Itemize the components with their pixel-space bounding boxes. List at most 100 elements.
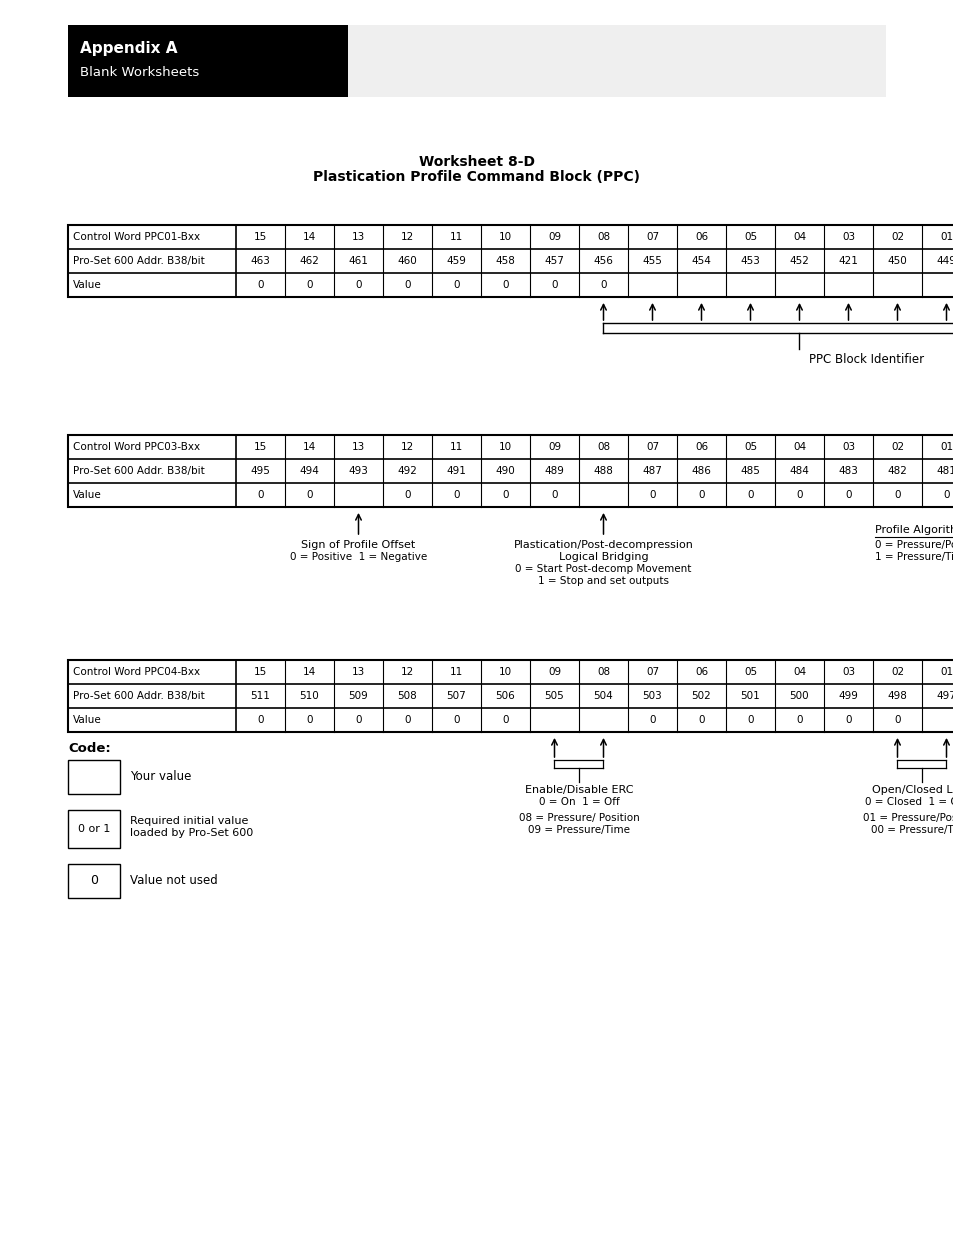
Text: 0: 0 (306, 280, 313, 290)
Text: 0: 0 (746, 490, 753, 500)
Text: 02: 02 (890, 442, 903, 452)
Text: 486: 486 (691, 466, 711, 475)
Text: 10: 10 (498, 667, 512, 677)
Text: 0: 0 (404, 715, 411, 725)
Text: 0: 0 (893, 715, 900, 725)
Text: 0: 0 (746, 715, 753, 725)
Text: 0: 0 (649, 715, 655, 725)
Text: 09: 09 (547, 232, 560, 242)
Text: Pro-Set 600 Addr. B38/bit: Pro-Set 600 Addr. B38/bit (73, 466, 205, 475)
Text: 1 = Pressure/Time: 1 = Pressure/Time (875, 552, 953, 562)
Text: 02: 02 (890, 232, 903, 242)
Text: 08: 08 (597, 442, 609, 452)
Text: 05: 05 (743, 232, 757, 242)
Text: 509: 509 (348, 692, 368, 701)
Text: 03: 03 (841, 442, 854, 452)
Text: 505: 505 (544, 692, 564, 701)
FancyBboxPatch shape (68, 25, 885, 98)
Text: Your value: Your value (130, 771, 192, 783)
Text: Control Word PPC03-Bxx: Control Word PPC03-Bxx (73, 442, 200, 452)
Text: 0 or 1: 0 or 1 (78, 824, 111, 834)
Text: 08: 08 (597, 667, 609, 677)
Text: Value: Value (73, 490, 102, 500)
Text: 08: 08 (597, 232, 609, 242)
FancyBboxPatch shape (68, 659, 953, 732)
Text: Control Word PPC04-Bxx: Control Word PPC04-Bxx (73, 667, 200, 677)
Text: 502: 502 (691, 692, 711, 701)
Text: 05: 05 (743, 442, 757, 452)
Text: 00 = Pressure/Time: 00 = Pressure/Time (870, 825, 953, 835)
Text: 483: 483 (838, 466, 858, 475)
Text: 463: 463 (251, 256, 270, 266)
Text: 01: 01 (939, 232, 952, 242)
Text: 0: 0 (453, 715, 459, 725)
Text: Worksheet 8-D: Worksheet 8-D (418, 156, 535, 169)
Text: 09: 09 (547, 667, 560, 677)
Text: 511: 511 (251, 692, 270, 701)
Text: Pro-Set 600 Addr. B38/bit: Pro-Set 600 Addr. B38/bit (73, 256, 205, 266)
Text: 14: 14 (302, 442, 315, 452)
Text: 04: 04 (792, 442, 805, 452)
Text: 488: 488 (593, 466, 613, 475)
Text: 06: 06 (694, 667, 707, 677)
Text: 0: 0 (599, 280, 606, 290)
Text: 08 = Pressure/ Position: 08 = Pressure/ Position (518, 813, 639, 823)
Text: 506: 506 (496, 692, 515, 701)
Text: 489: 489 (544, 466, 564, 475)
Text: 12: 12 (400, 667, 414, 677)
Text: 0: 0 (306, 490, 313, 500)
Text: 457: 457 (544, 256, 564, 266)
Text: 0: 0 (893, 490, 900, 500)
Text: 0: 0 (844, 490, 851, 500)
Text: 01: 01 (939, 442, 952, 452)
Text: 0: 0 (90, 874, 98, 888)
Text: 0 = Pressure/Position: 0 = Pressure/Position (875, 540, 953, 550)
Text: 499: 499 (838, 692, 858, 701)
Text: 491: 491 (446, 466, 466, 475)
Text: 0: 0 (453, 280, 459, 290)
Text: 0: 0 (698, 715, 704, 725)
Text: 503: 503 (642, 692, 661, 701)
Text: 0: 0 (355, 280, 361, 290)
Text: 453: 453 (740, 256, 760, 266)
Text: 0: 0 (257, 280, 263, 290)
Text: 454: 454 (691, 256, 711, 266)
FancyBboxPatch shape (68, 810, 120, 848)
Text: 0: 0 (943, 490, 949, 500)
Text: Logical Bridging: Logical Bridging (558, 552, 648, 562)
Text: Value: Value (73, 715, 102, 725)
Text: Open/Closed Loop: Open/Closed Loop (871, 785, 953, 795)
Text: 05: 05 (743, 667, 757, 677)
Text: 0: 0 (404, 280, 411, 290)
Text: 14: 14 (302, 667, 315, 677)
Text: Code:: Code: (68, 742, 111, 755)
Text: 09 = Pressure/Time: 09 = Pressure/Time (527, 825, 629, 835)
Text: 06: 06 (694, 442, 707, 452)
Text: 507: 507 (446, 692, 466, 701)
Text: 12: 12 (400, 442, 414, 452)
Text: 15: 15 (253, 442, 267, 452)
Text: Plastication/Post-decompression: Plastication/Post-decompression (513, 540, 693, 550)
Text: Value: Value (73, 280, 102, 290)
Text: 0 = Positive  1 = Negative: 0 = Positive 1 = Negative (290, 552, 427, 562)
Text: 02: 02 (890, 667, 903, 677)
Text: 0: 0 (796, 490, 801, 500)
Text: 497: 497 (936, 692, 953, 701)
Text: 0: 0 (501, 490, 508, 500)
Text: 12: 12 (400, 232, 414, 242)
Text: 0: 0 (355, 715, 361, 725)
Text: 07: 07 (645, 442, 659, 452)
Text: 0: 0 (551, 490, 558, 500)
Text: Appendix A: Appendix A (80, 41, 177, 56)
Text: 04: 04 (792, 667, 805, 677)
Text: 01: 01 (939, 667, 952, 677)
Text: 06: 06 (694, 232, 707, 242)
Text: 421: 421 (838, 256, 858, 266)
Text: Required initial value: Required initial value (130, 816, 248, 826)
Text: 0: 0 (257, 715, 263, 725)
Text: 495: 495 (251, 466, 270, 475)
Text: 490: 490 (496, 466, 515, 475)
Text: 11: 11 (450, 667, 462, 677)
Text: 10: 10 (498, 442, 512, 452)
Text: 13: 13 (352, 667, 365, 677)
